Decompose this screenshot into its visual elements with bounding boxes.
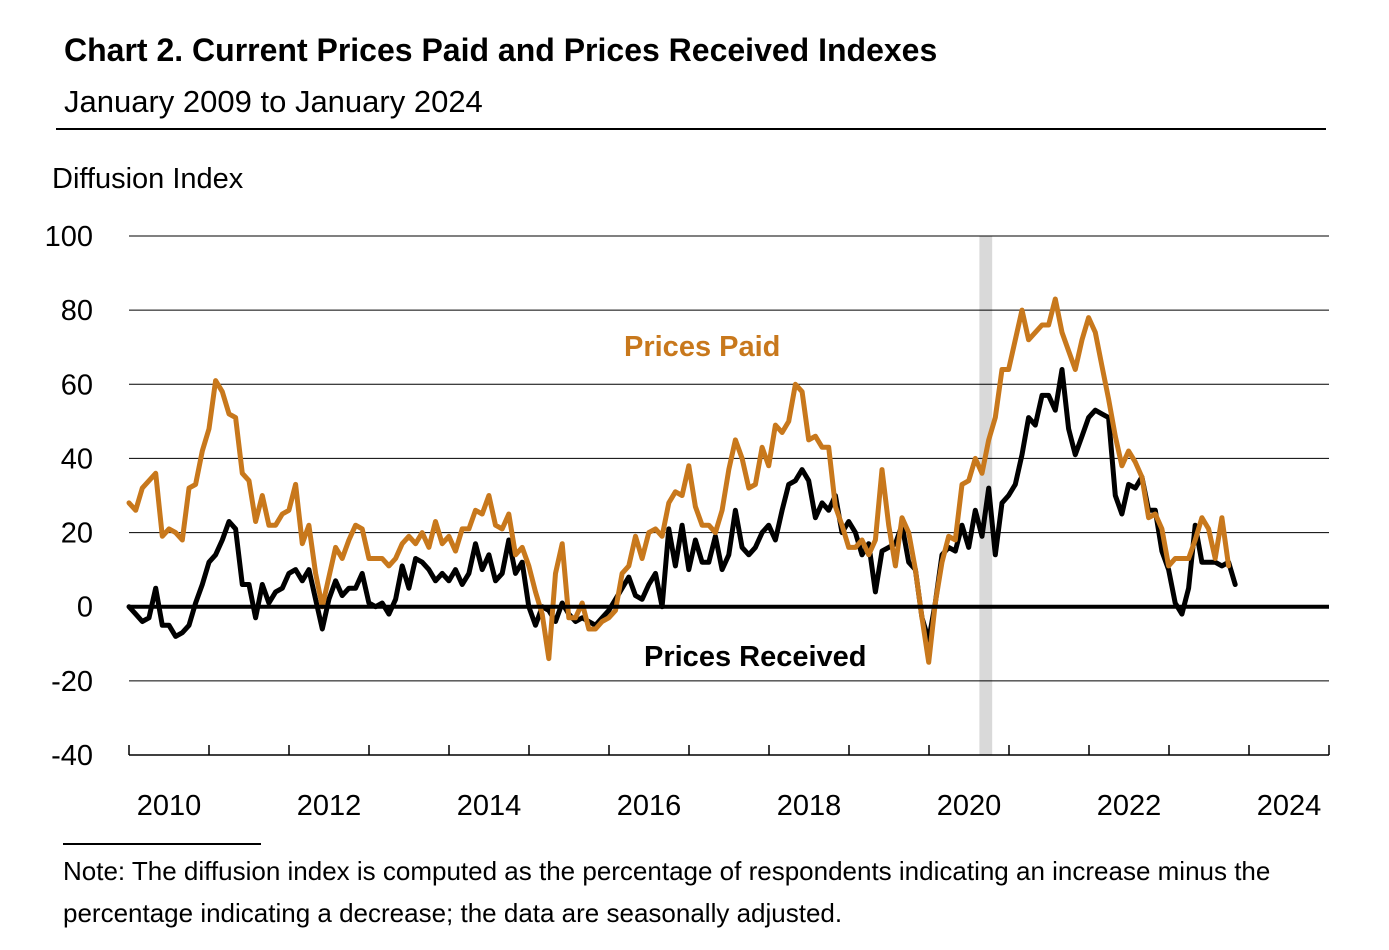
series-layer: [126, 296, 1329, 665]
prices-paid-line: [126, 296, 1232, 665]
chart-title: Chart 2. Current Prices Paid and Prices …: [64, 32, 938, 68]
x-tick-label: 2012: [297, 790, 362, 822]
x-tick-label: 2014: [457, 790, 522, 822]
chart-note: Note: The diffusion index is computed as…: [63, 856, 1271, 928]
y-tick-label: 20: [61, 518, 93, 550]
x-tick-label: 2018: [777, 790, 842, 822]
y-tick-label: 0: [77, 592, 93, 624]
x-tick-label: 2024: [1257, 790, 1322, 822]
y-tick-label: -20: [51, 666, 93, 698]
y-tick-label: -40: [51, 740, 93, 772]
y-tick-label: 40: [61, 443, 93, 475]
gridlines: [129, 235, 1329, 682]
x-tick-label: 2022: [1097, 790, 1162, 822]
y-axis: 100 80 60 40 20 0 -20 -40: [45, 221, 93, 772]
x-tick-label: 2010: [137, 790, 202, 822]
y-tick-label: 60: [61, 369, 93, 401]
prices-paid-label: Prices Paid: [624, 331, 780, 363]
y-tick-label: 100: [45, 221, 93, 253]
x-tick-label: 2020: [937, 790, 1002, 822]
title-divider: [56, 128, 1326, 130]
x-tick-label: 2016: [617, 790, 682, 822]
prices-received-line: [126, 367, 1238, 643]
prices-received-label: Prices Received: [644, 641, 866, 673]
y-tick-label: 80: [61, 295, 93, 327]
chart-subtitle: January 2009 to January 2024: [64, 84, 483, 119]
x-axis: 2010 2012 2014 2016 2018 2020 2022 2024: [128, 745, 1330, 822]
y-axis-label: Diffusion Index: [52, 163, 244, 195]
note-divider: [63, 843, 261, 845]
